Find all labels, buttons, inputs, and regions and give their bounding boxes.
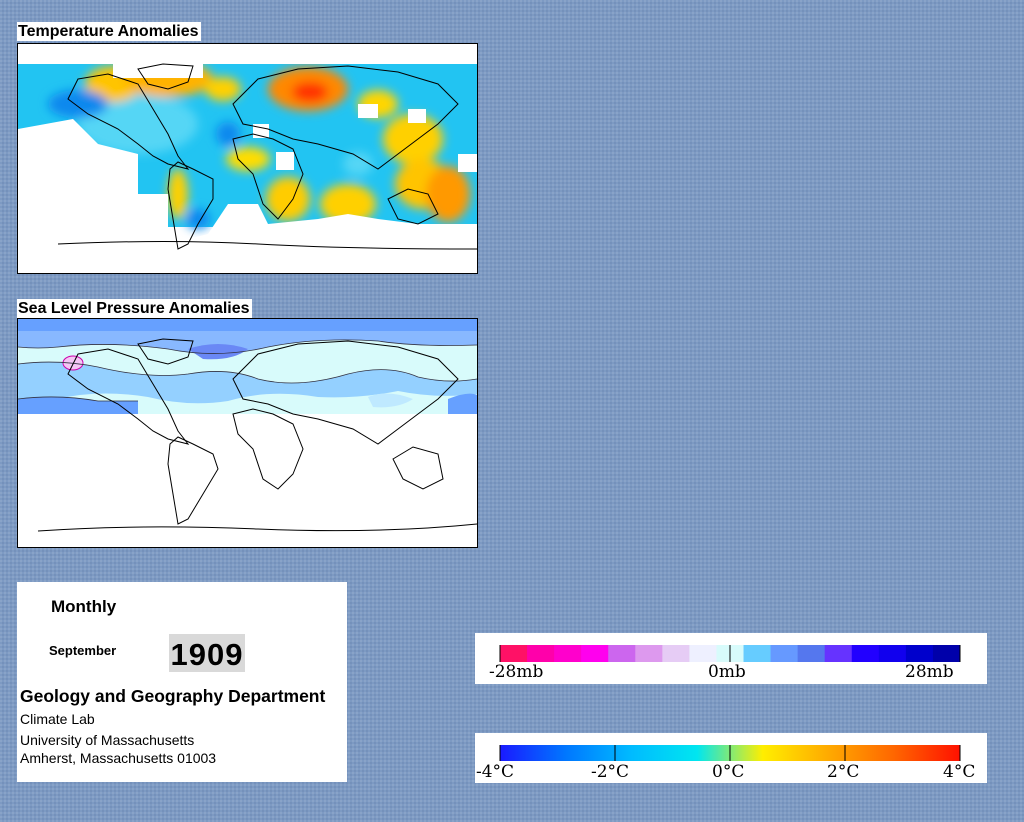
- lab-name: Climate Lab: [20, 711, 95, 727]
- temperature-anomaly-map: [17, 43, 478, 274]
- pressure-swatch: [770, 645, 799, 662]
- address: Amherst, Massachusetts 01003: [20, 750, 217, 766]
- pressure-swatch: [824, 645, 853, 662]
- pressure-swatch: [689, 645, 717, 662]
- pressure-map-title: Sea Level Pressure Anomalies: [17, 299, 252, 318]
- period-label: Monthly: [51, 597, 117, 616]
- pressure-swatch: [500, 645, 528, 662]
- pressure-zero-label: 0mb: [708, 662, 746, 682]
- pressure-swatch: [554, 645, 582, 662]
- temp-label-minus4: -4°C: [476, 762, 514, 782]
- pressure-max-label: 28mb: [905, 662, 954, 682]
- pressure-swatch: [527, 645, 555, 662]
- pressure-swatch: [797, 645, 826, 662]
- pressure-swatch: [851, 645, 880, 662]
- temp-label-minus2: -2°C: [591, 762, 629, 782]
- year-display: 1909: [169, 634, 245, 672]
- pressure-swatch: [878, 645, 907, 662]
- pressure-swatch: [905, 645, 934, 662]
- pressure-color-scale: [499, 645, 961, 662]
- temp-label-zero: 0°C: [712, 762, 744, 782]
- temperature-legend: -4°C -2°C 0°C 2°C 4°C: [475, 733, 987, 783]
- sea-level-pressure-anomaly-map: [17, 318, 478, 548]
- temp-label-plus2: 2°C: [827, 762, 859, 782]
- pressure-swatch: [608, 645, 636, 662]
- temperature-map-title: Temperature Anomalies: [17, 22, 201, 41]
- pressure-min-label: -28mb: [489, 662, 543, 682]
- pressure-legend: -28mb 0mb 28mb: [475, 633, 987, 684]
- info-panel: Monthly September 1909 Geology and Geogr…: [17, 582, 347, 782]
- pressure-swatch: [662, 645, 690, 662]
- month-label: September: [49, 643, 117, 658]
- university-name: University of Massachusetts: [20, 732, 195, 748]
- pressure-swatch: [635, 645, 663, 662]
- temp-label-plus4: 4°C: [943, 762, 975, 782]
- pressure-swatch: [743, 645, 772, 662]
- department-name: Geology and Geography Department: [20, 686, 326, 706]
- pressure-swatch: [581, 645, 609, 662]
- pressure-swatch: [932, 645, 961, 662]
